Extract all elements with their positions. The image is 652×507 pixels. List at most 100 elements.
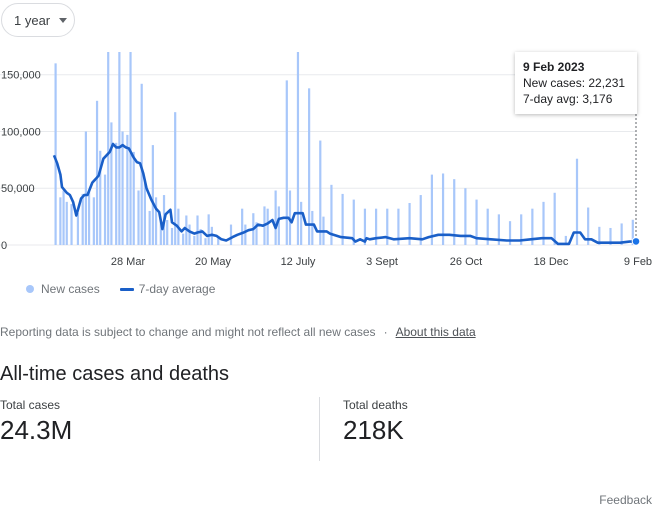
x-tick-label: 12 July <box>281 256 316 268</box>
new-cases-bar <box>464 188 467 245</box>
new-cases-bar <box>255 222 258 245</box>
new-cases-bar <box>193 235 196 245</box>
new-cases-bar <box>217 238 220 245</box>
new-cases-bar <box>363 208 367 245</box>
total-deaths-value: 218K <box>343 415 404 445</box>
new-cases-bar <box>143 179 146 245</box>
new-cases-bar <box>159 220 162 245</box>
new-cases-bar <box>132 151 135 245</box>
new-cases-bar <box>308 88 311 245</box>
new-cases-bar <box>199 229 202 245</box>
x-tick-label: 20 May <box>195 256 232 268</box>
new-cases-bar <box>99 150 102 245</box>
new-cases-bar <box>121 131 124 245</box>
new-cases-bar <box>174 112 177 245</box>
new-cases-bar <box>81 193 84 245</box>
new-cases-bar <box>497 214 500 245</box>
new-cases-bar <box>285 80 288 245</box>
disclaimer-text: Reporting data is subject to change and … <box>0 325 376 339</box>
new-cases-bar <box>531 208 534 245</box>
new-cases-bar <box>475 199 478 245</box>
highlight-point <box>631 237 641 246</box>
chart-legend: New cases 7-day average <box>26 282 215 296</box>
new-cases-bar <box>300 201 303 245</box>
x-tick-label: 3 Sept <box>366 256 398 268</box>
new-cases-bar <box>520 214 523 245</box>
y-tick-label: 100,000 <box>1 126 41 138</box>
new-cases-bar <box>587 207 590 245</box>
stats-divider <box>319 397 320 461</box>
y-tick-label: 0 <box>1 240 7 252</box>
new-cases-bar <box>107 52 110 245</box>
average-legend-marker <box>119 287 134 291</box>
total-cases-value: 24.3M <box>0 415 73 445</box>
legend-average: 7-day average <box>138 282 216 296</box>
new-cases-bar <box>330 184 333 245</box>
new-cases-bar <box>54 63 57 246</box>
new-cases-bar <box>76 213 80 245</box>
new-cases-bar <box>397 208 400 245</box>
new-cases-bar <box>341 193 344 245</box>
new-cases-bar <box>170 227 174 245</box>
new-cases-bar <box>419 195 422 245</box>
new-cases-bar <box>129 52 132 245</box>
about-data-link[interactable]: About this data <box>395 325 476 339</box>
new-cases-bar <box>352 199 355 245</box>
new-cases-bar <box>441 173 445 245</box>
tooltip-average: 7-day avg: 3,176 <box>523 92 613 106</box>
new-cases-bar <box>137 190 140 245</box>
new-cases-bar <box>151 145 154 245</box>
new-cases-bar <box>84 131 87 245</box>
seven-day-average-line <box>52 142 637 246</box>
range-selector-button[interactable]: 1 year <box>1 3 75 37</box>
new-cases-bar <box>319 140 322 245</box>
disclaimer-separator: · <box>383 325 388 339</box>
new-cases-bar <box>59 197 62 245</box>
new-cases-bar <box>486 208 489 245</box>
range-selector-label: 1 year <box>14 12 51 28</box>
new-cases-bar <box>374 208 378 245</box>
new-cases-bar <box>70 204 73 245</box>
x-tick-label: 26 Oct <box>450 256 482 268</box>
new-cases-bar <box>229 224 233 245</box>
total-deaths-label: Total deaths <box>343 398 408 412</box>
new-cases-bar <box>62 190 65 245</box>
x-tick-label: 9 Feb <box>624 256 652 268</box>
new-cases-legend-marker <box>26 285 34 293</box>
new-cases-bar <box>408 202 411 245</box>
new-cases-bar <box>166 220 169 245</box>
new-cases-bar <box>196 215 199 245</box>
cases-chart[interactable]: 0 50,000 100,000 150,000 28 Mar 20 May 12 July… <box>0 44 652 274</box>
new-cases-bar <box>274 190 277 245</box>
y-tick-label: 150,000 <box>1 70 41 82</box>
tooltip-date: 9 Feb 2023 <box>523 60 585 74</box>
new-cases-bar <box>188 224 191 245</box>
new-cases-bar <box>148 210 151 245</box>
new-cases-bar <box>575 158 579 245</box>
new-cases-bar <box>631 219 634 245</box>
tooltip-new-cases: New cases: 22,231 <box>523 76 626 90</box>
new-cases-bar <box>288 190 292 245</box>
new-cases-bar <box>182 233 185 245</box>
new-cases-bar <box>115 142 118 245</box>
y-tick-label: 50,000 <box>1 183 35 195</box>
new-cases-bar <box>386 208 389 245</box>
chart-tooltip: 9 Feb 2023 New cases: 22,231 7-day avg: … <box>515 52 637 114</box>
new-cases-bar <box>508 221 512 245</box>
new-cases-bar <box>430 174 434 245</box>
new-cases-bar <box>598 226 601 245</box>
x-tick-label: 18 Dec <box>534 256 569 268</box>
total-cases-label: Total cases <box>0 398 61 412</box>
new-cases-bar <box>103 174 107 245</box>
new-cases-bar <box>207 214 210 245</box>
new-cases-bar <box>95 100 99 245</box>
new-cases-bar <box>65 201 68 245</box>
new-cases-bar <box>204 238 207 245</box>
new-cases-bar <box>311 210 314 245</box>
new-cases-bar <box>154 197 158 245</box>
new-cases-bar <box>609 227 612 245</box>
chevron-down-icon <box>59 17 68 23</box>
new-cases-bar <box>277 206 280 245</box>
new-cases-bar <box>241 208 244 245</box>
feedback-link[interactable]: Feedback <box>599 493 652 507</box>
